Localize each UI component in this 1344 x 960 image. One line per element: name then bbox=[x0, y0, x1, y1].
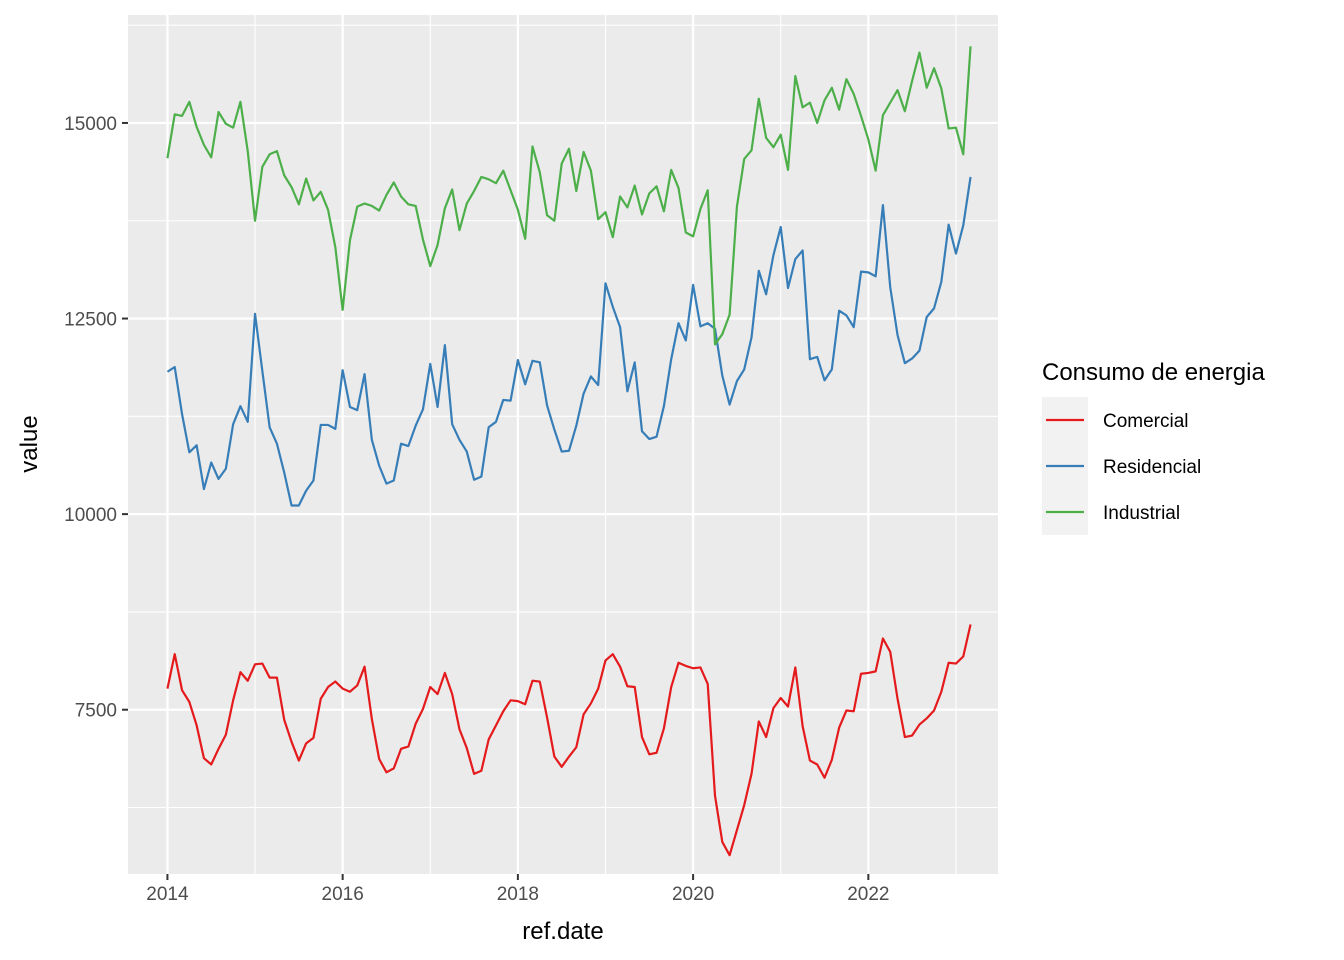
y-tick-label: 12500 bbox=[64, 310, 117, 331]
legend-items: Comercial Residencial Industrial bbox=[1046, 411, 1201, 524]
series-line-comercial bbox=[166, 624, 972, 857]
x-axis-title: ref.date bbox=[522, 918, 603, 945]
legend: Consumo de energia Comercial Residencial I… bbox=[1042, 359, 1265, 535]
y-tick-label: 10000 bbox=[64, 505, 117, 526]
minor-gridlines bbox=[128, 15, 998, 874]
x-tick-label: 2018 bbox=[497, 884, 539, 905]
x-tick-label: 2016 bbox=[322, 884, 364, 905]
legend-label-residencial: Residencial bbox=[1103, 457, 1201, 478]
series-line-residencial bbox=[166, 176, 972, 507]
x-tick-label: 2020 bbox=[672, 884, 714, 905]
x-axis: 2014 2016 2018 2020 2022 bbox=[146, 874, 889, 905]
x-tick-label: 2014 bbox=[146, 884, 189, 905]
x-tick-label: 2022 bbox=[847, 884, 889, 905]
series-line-industrial bbox=[166, 46, 972, 346]
series-lines bbox=[166, 46, 972, 857]
legend-title: Consumo de energia bbox=[1042, 359, 1265, 386]
y-tick-label: 15000 bbox=[64, 114, 117, 135]
y-axis: 7500 10000 12500 15000 bbox=[64, 114, 128, 722]
y-axis-title: value bbox=[16, 415, 43, 472]
y-tick-label: 7500 bbox=[75, 701, 117, 722]
legend-label-industrial: Industrial bbox=[1103, 503, 1180, 524]
legend-label-comercial: Comercial bbox=[1103, 411, 1189, 432]
plot-panel bbox=[128, 15, 998, 874]
